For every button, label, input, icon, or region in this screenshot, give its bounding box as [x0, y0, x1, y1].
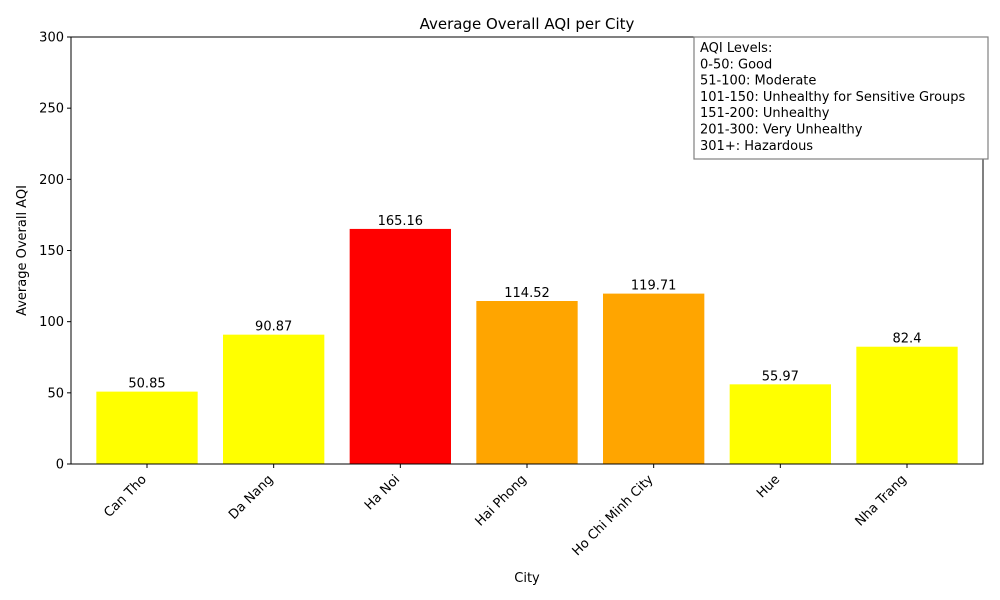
bar-nha-trang — [856, 346, 958, 464]
legend-entry: 201-300: Very Unhealthy — [700, 123, 863, 138]
y-tick-label: 100 — [39, 315, 64, 330]
legend-entry: 0-50: Good — [700, 57, 772, 72]
bars — [96, 228, 958, 464]
bar-hue — [729, 384, 831, 464]
y-axis-label: Average Overall AQI — [15, 185, 30, 316]
y-tick-label: 250 — [39, 102, 64, 117]
chart-title: Average Overall AQI per City — [420, 15, 635, 33]
y-tick-label: 200 — [39, 173, 64, 188]
y-axis-ticks: 0 50 100 150 200 250 300 — [39, 31, 71, 473]
x-tick-label: Da Nang — [226, 472, 276, 522]
legend-entry: 101-150: Unhealthy for Sensitive Groups — [700, 90, 966, 105]
y-tick-label: 50 — [47, 386, 64, 401]
plot-frame — [70, 36, 984, 465]
x-tick-label: Can Tho — [101, 472, 150, 521]
legend-entry: 301+: Hazardous — [700, 139, 813, 154]
x-axis-ticks: Can Tho Da Nang Ha Noi Hai Phong Ho Chi Minh… — [101, 464, 910, 559]
bar-hai-phong — [476, 300, 578, 464]
legend-heading: AQI Levels: — [700, 41, 772, 56]
x-tick-label: Ha Noi — [362, 472, 403, 513]
value-label: 90.87 — [255, 320, 292, 335]
bar-can-tho — [96, 391, 198, 464]
value-label: 114.52 — [504, 286, 550, 301]
value-label: 50.85 — [128, 377, 165, 392]
x-axis-label: City — [514, 571, 540, 586]
value-label: 55.97 — [762, 369, 799, 384]
value-label: 165.16 — [378, 214, 424, 229]
bar-ho-chi-minh-city — [603, 293, 705, 464]
y-tick-label: 150 — [39, 244, 64, 259]
y-tick-label: 300 — [39, 31, 64, 46]
legend-entry: 51-100: Moderate — [700, 74, 816, 89]
value-label: 119.71 — [631, 279, 677, 294]
x-tick-label: Hai Phong — [473, 472, 530, 529]
y-tick-label: 0 — [56, 458, 64, 473]
aqi-legend: AQI Levels:0-50: Good 51-100: Moderate101… — [693, 36, 989, 160]
bar-da-nang — [223, 334, 325, 464]
x-tick-label: Ho Chi Minh City — [570, 472, 657, 559]
legend-box — [693, 36, 989, 160]
legend-lines: AQI Levels:0-50: Good 51-100: Moderate101… — [700, 41, 966, 154]
x-tick-label: Nha Trang — [853, 472, 910, 529]
value-label: 82.4 — [893, 332, 922, 347]
legend-entry: 151-200: Unhealthy — [700, 106, 830, 121]
value-labels: 50.85 90.87 165.16 114.52 119.71 55.97 82.4 — [128, 214, 921, 392]
bar-ha-noi — [349, 228, 451, 464]
x-tick-label: Hue — [754, 472, 783, 501]
